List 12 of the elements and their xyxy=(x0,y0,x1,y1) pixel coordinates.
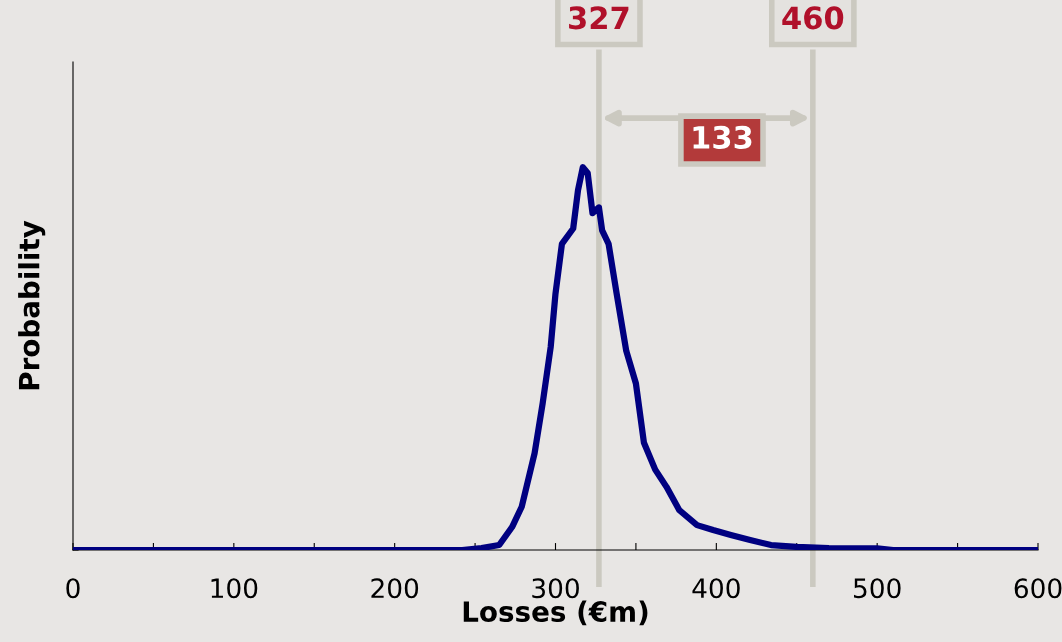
x-tick-label: 0 xyxy=(66,578,80,599)
y-axis-title: Probability xyxy=(18,220,46,390)
text: 133 xyxy=(693,125,752,149)
x-tick-label: 300 xyxy=(532,578,579,599)
x-tick-label: 200 xyxy=(371,578,419,599)
x-tick-label: 100 xyxy=(211,578,258,599)
x-tick-label: 500 xyxy=(854,578,901,599)
ref-line-label: 327 xyxy=(569,6,629,30)
x-tick-label: 400 xyxy=(692,578,740,599)
ref-line-label: 460 xyxy=(782,6,844,30)
x-tick-label: 600 xyxy=(1014,578,1062,599)
x-axis-title: Losses (€m) xyxy=(463,600,648,626)
